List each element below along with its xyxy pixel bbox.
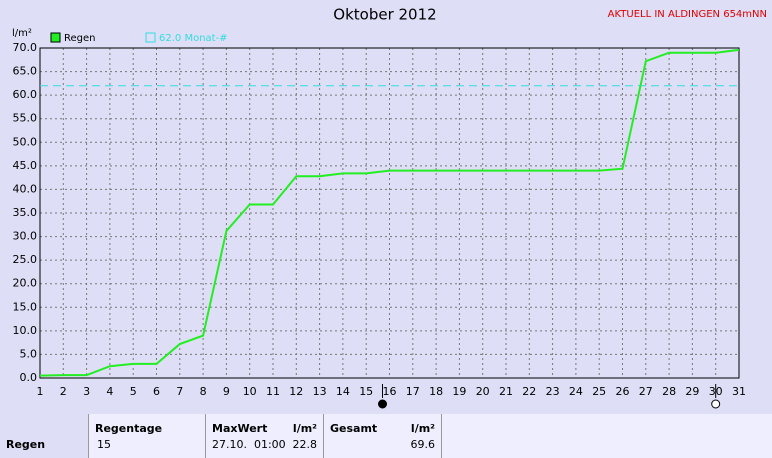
chart: Oktober 2012 AKTUELL IN ALDINGEN 654mNN …: [12, 6, 767, 409]
x-tick-label: 19: [452, 385, 466, 398]
y-tick-label: 30.0: [13, 230, 38, 243]
cell-unit: l/m²: [292, 422, 317, 435]
y-tick-label: 70.0: [13, 41, 38, 54]
cell-unit: l/m²: [410, 422, 435, 435]
badge: AKTUELL IN ALDINGEN 654mNN: [608, 9, 767, 20]
x-tick-label: 27: [639, 385, 653, 398]
x-tick-label: 9: [223, 385, 230, 398]
cell-value: 22.8: [292, 438, 318, 451]
x-tick-label: 31: [732, 385, 746, 398]
marker: [711, 399, 721, 409]
x-tick-label: 18: [429, 385, 443, 398]
chart-title: Oktober 2012: [333, 6, 436, 24]
x-tick-label: 11: [266, 385, 280, 398]
x-tick-label: 12: [289, 385, 303, 398]
x-tick-label: 22: [522, 385, 536, 398]
x-tick-label: 6: [153, 385, 160, 398]
table-cell: Gesamt l/m² 69.6: [323, 414, 441, 458]
table-cell: [441, 414, 772, 458]
legend-label: 62.0 Monat-#: [159, 33, 228, 44]
cell-head: MaxWert: [212, 422, 268, 435]
x-tick-label: 7: [176, 385, 183, 398]
legend-swatch: [145, 32, 156, 43]
y-tick-label: 65.0: [13, 65, 38, 78]
x-tick-label: 2: [60, 385, 67, 398]
cell-head: Gesamt: [330, 422, 378, 435]
y-axis-label: l/m²: [12, 28, 32, 39]
legend-label: Regen: [64, 33, 96, 44]
table-cell: Regentage 15: [88, 414, 205, 458]
cell-value: 69.6: [410, 438, 436, 451]
y-tick-label: 25.0: [13, 253, 38, 266]
legend-swatch: [50, 32, 61, 43]
cell-head: Regentage: [95, 422, 163, 435]
y-tick-label: 60.0: [13, 88, 38, 101]
x-tick-label: 3: [83, 385, 90, 398]
x-tick-label: 24: [569, 385, 583, 398]
x-tick-label: 28: [662, 385, 676, 398]
x-tick-label: 16: [383, 385, 397, 398]
x-tick-label: 15: [359, 385, 373, 398]
cell-value: 27.10. 01:00: [212, 438, 286, 451]
x-tick-label: 26: [616, 385, 630, 398]
data-line: [39, 48, 740, 377]
y-tick-label: 40.0: [13, 182, 38, 195]
x-tick-label: 10: [243, 385, 257, 398]
table-cell: Regen: [0, 414, 88, 458]
x-tick-label: 5: [130, 385, 137, 398]
y-tick-label: 0.0: [20, 371, 38, 384]
cell-value: 15: [97, 438, 111, 451]
y-tick-label: 10.0: [13, 324, 38, 337]
y-tick-label: 45.0: [13, 159, 38, 172]
x-tick-label: 1: [37, 385, 44, 398]
x-tick-label: 8: [200, 385, 207, 398]
table-cell: MaxWert l/m² 27.10. 01:00 22.8: [205, 414, 323, 458]
marker: [378, 399, 388, 409]
x-tick-label: 21: [499, 385, 513, 398]
plot-border: [39, 47, 740, 379]
y-tick-label: 50.0: [13, 135, 38, 148]
x-tick-label: 17: [406, 385, 420, 398]
x-tick-label: 23: [546, 385, 560, 398]
y-tick-label: 35.0: [13, 206, 38, 219]
y-tick-label: 20.0: [13, 277, 38, 290]
y-tick-label: 5.0: [20, 347, 38, 360]
x-tick-label: 25: [592, 385, 606, 398]
x-tick-label: 4: [106, 385, 113, 398]
x-tick-label: 20: [476, 385, 490, 398]
y-tick-label: 15.0: [13, 300, 38, 313]
x-tick-label: 29: [685, 385, 699, 398]
y-tick-label: 55.0: [13, 112, 38, 125]
x-tick-label: 14: [336, 385, 350, 398]
row-label: Regen: [6, 438, 46, 451]
x-tick-label: 13: [313, 385, 327, 398]
